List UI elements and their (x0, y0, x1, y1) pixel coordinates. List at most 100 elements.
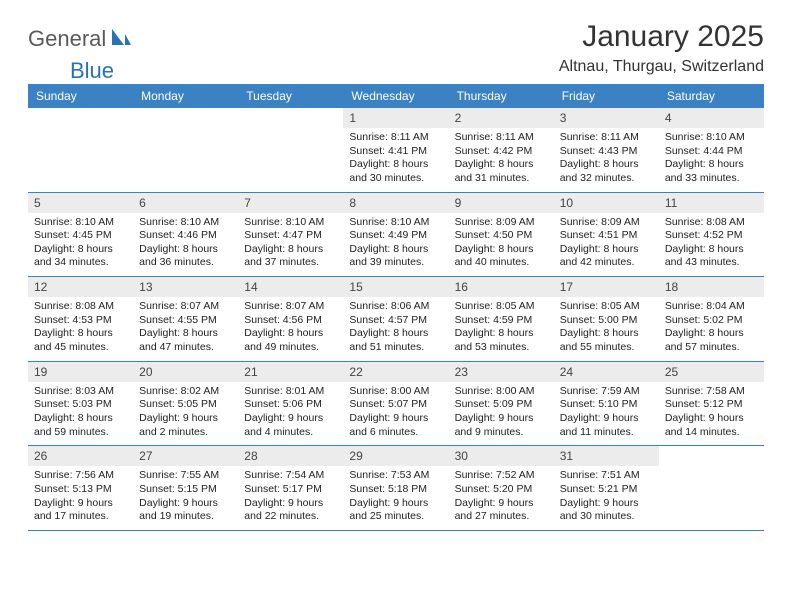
calendar-week: 12Sunrise: 8:08 AMSunset: 4:53 PMDayligh… (28, 277, 764, 362)
title-block: January 2025 Altnau, Thurgau, Switzerlan… (559, 20, 764, 76)
sunset-line: Sunset: 4:51 PM (560, 229, 653, 243)
sunrise-line: Sunrise: 8:01 AM (244, 385, 337, 399)
day-details: Sunrise: 8:08 AMSunset: 4:53 PMDaylight:… (28, 297, 133, 361)
daylight-line: Daylight: 9 hours and 22 minutes. (244, 497, 337, 524)
day-header-row: SundayMondayTuesdayWednesdayThursdayFrid… (28, 84, 764, 108)
daylight-line: Daylight: 9 hours and 30 minutes. (560, 497, 653, 524)
daylight-line: Daylight: 8 hours and 47 minutes. (139, 327, 232, 354)
day-header: Tuesday (238, 84, 343, 108)
calendar-cell (238, 108, 343, 192)
sunrise-line: Sunrise: 8:10 AM (665, 131, 758, 145)
day-number: 7 (238, 193, 343, 213)
day-number: 11 (659, 193, 764, 213)
daylight-line: Daylight: 8 hours and 49 minutes. (244, 327, 337, 354)
day-details: Sunrise: 8:07 AMSunset: 4:55 PMDaylight:… (133, 297, 238, 361)
calendar-cell (133, 108, 238, 192)
calendar-cell: 5Sunrise: 8:10 AMSunset: 4:45 PMDaylight… (28, 192, 133, 277)
page-title: January 2025 (559, 20, 764, 54)
daylight-line: Daylight: 8 hours and 40 minutes. (455, 243, 548, 270)
daylight-line: Daylight: 9 hours and 14 minutes. (665, 412, 758, 439)
day-number: 8 (343, 193, 448, 213)
day-number: 17 (554, 277, 659, 297)
sunrise-line: Sunrise: 8:10 AM (349, 216, 442, 230)
calendar-cell: 25Sunrise: 7:58 AMSunset: 5:12 PMDayligh… (659, 361, 764, 446)
sunset-line: Sunset: 4:53 PM (34, 314, 127, 328)
logo-sail-icon (110, 27, 132, 52)
daylight-line: Daylight: 8 hours and 53 minutes. (455, 327, 548, 354)
sunset-line: Sunset: 4:50 PM (455, 229, 548, 243)
sunrise-line: Sunrise: 7:54 AM (244, 469, 337, 483)
sunrise-line: Sunrise: 7:58 AM (665, 385, 758, 399)
sunset-line: Sunset: 5:05 PM (139, 398, 232, 412)
calendar-week: 19 Sunrise: 8:03 AMSunset: 5:03 PM Dayligh… (28, 361, 764, 446)
sunrise-line: Sunrise: 8:10 AM (244, 216, 337, 230)
daylight-line: Daylight: 8 hours and 55 minutes. (560, 327, 653, 354)
day-details: Sunrise: 8:10 AMSunset: 4:47 PMDaylight:… (238, 213, 343, 277)
sunset-line: Sunset: 5:21 PM (560, 483, 653, 497)
day-number: 18 (659, 277, 764, 297)
day-number: 15 (343, 277, 448, 297)
sunrise-line: Sunrise: 8:08 AM (34, 300, 127, 314)
day-number: 9 (449, 193, 554, 213)
day-details: Sunrise: 7:52 AMSunset: 5:20 PMDaylight:… (449, 466, 554, 530)
sunrise-line: Sunrise: 8:09 AM (455, 216, 548, 230)
header: General January 2025 Altnau, Thurgau, Sw… (28, 20, 764, 76)
sunrise-line: Sunrise: 8:07 AM (244, 300, 337, 314)
day-details: Sunrise: 7:54 AMSunset: 5:17 PMDaylight:… (238, 466, 343, 530)
day-details (659, 466, 764, 524)
day-number: 23 (449, 362, 554, 382)
calendar-cell: 13Sunrise: 8:07 AMSunset: 4:55 PMDayligh… (133, 277, 238, 362)
calendar-cell: 30Sunrise: 7:52 AMSunset: 5:20 PMDayligh… (449, 446, 554, 531)
daylight-line: Daylight: 8 hours and 45 minutes. (34, 327, 127, 354)
daylight-line: Daylight: 9 hours and 6 minutes. (349, 412, 442, 439)
daylight-line: Daylight: 8 hours and 34 minutes. (34, 243, 127, 270)
day-details: Sunrise: 8:05 AMSunset: 5:00 PMDaylight:… (554, 297, 659, 361)
day-details: Sunrise: 8:10 AMSunset: 4:45 PMDaylight:… (28, 213, 133, 277)
logo-text-general: General (28, 26, 106, 52)
sunrise-line: Sunrise: 8:09 AM (560, 216, 653, 230)
day-details: Sunrise: 8:09 AMSunset: 4:50 PMDaylight:… (449, 213, 554, 277)
day-number: 26 (28, 446, 133, 466)
calendar-cell: 29Sunrise: 7:53 AMSunset: 5:18 PMDayligh… (343, 446, 448, 531)
sunset-line: Sunset: 5:03 PM (34, 398, 127, 412)
day-header: Saturday (659, 84, 764, 108)
day-number: 19 (28, 362, 133, 382)
day-details: Sunrise: 8:04 AMSunset: 5:02 PMDaylight:… (659, 297, 764, 361)
logo-text-blue: Blue (70, 58, 114, 84)
sunset-line: Sunset: 5:13 PM (34, 483, 127, 497)
day-header: Sunday (28, 84, 133, 108)
day-details: Sunrise: 8:08 AMSunset: 4:52 PMDaylight:… (659, 213, 764, 277)
day-details: Sunrise: 7:55 AMSunset: 5:15 PMDaylight:… (133, 466, 238, 530)
day-details: Sunrise: 8:10 AMSunset: 4:46 PMDaylight:… (133, 213, 238, 277)
sunrise-line: Sunrise: 8:05 AM (560, 300, 653, 314)
day-number: 13 (133, 277, 238, 297)
sunrise-line: Sunrise: 8:02 AM (139, 385, 232, 399)
daylight-line: Daylight: 8 hours and 39 minutes. (349, 243, 442, 270)
daylight-line: Daylight: 8 hours and 31 minutes. (455, 158, 548, 185)
calendar-cell: 8Sunrise: 8:10 AMSunset: 4:49 PMDaylight… (343, 192, 448, 277)
daylight-line: Daylight: 9 hours and 2 minutes. (139, 412, 232, 439)
sunrise-line: Sunrise: 7:59 AM (560, 385, 653, 399)
calendar-table: SundayMondayTuesdayWednesdayThursdayFrid… (28, 84, 764, 531)
sunset-line: Sunset: 5:07 PM (349, 398, 442, 412)
day-number: 21 (238, 362, 343, 382)
sunrise-line: Sunrise: 7:53 AM (349, 469, 442, 483)
sunrise-line: Sunrise: 7:52 AM (455, 469, 548, 483)
day-header: Monday (133, 84, 238, 108)
day-header: Wednesday (343, 84, 448, 108)
sunset-line: Sunset: 4:46 PM (139, 229, 232, 243)
day-details: Sunrise: 8:10 AMSunset: 4:44 PMDaylight:… (659, 128, 764, 192)
day-details (238, 128, 343, 186)
calendar-cell: 9Sunrise: 8:09 AMSunset: 4:50 PMDaylight… (449, 192, 554, 277)
sunrise-line: Sunrise: 8:11 AM (560, 131, 653, 145)
day-header: Friday (554, 84, 659, 108)
calendar-week: 5Sunrise: 8:10 AMSunset: 4:45 PMDaylight… (28, 192, 764, 277)
calendar-cell: 2Sunrise: 8:11 AMSunset: 4:42 PMDaylight… (449, 108, 554, 192)
day-number: 28 (238, 446, 343, 466)
day-number: 20 (133, 362, 238, 382)
day-number (659, 446, 764, 466)
calendar-cell: 19Sunrise: 8:03 AMSunset: 5:03 PMDayligh… (28, 361, 133, 446)
calendar-cell: 24Sunrise: 7:59 AMSunset: 5:10 PMDayligh… (554, 361, 659, 446)
sunrise-line: Sunrise: 8:03 AM (34, 385, 127, 399)
sunset-line: Sunset: 4:56 PM (244, 314, 337, 328)
